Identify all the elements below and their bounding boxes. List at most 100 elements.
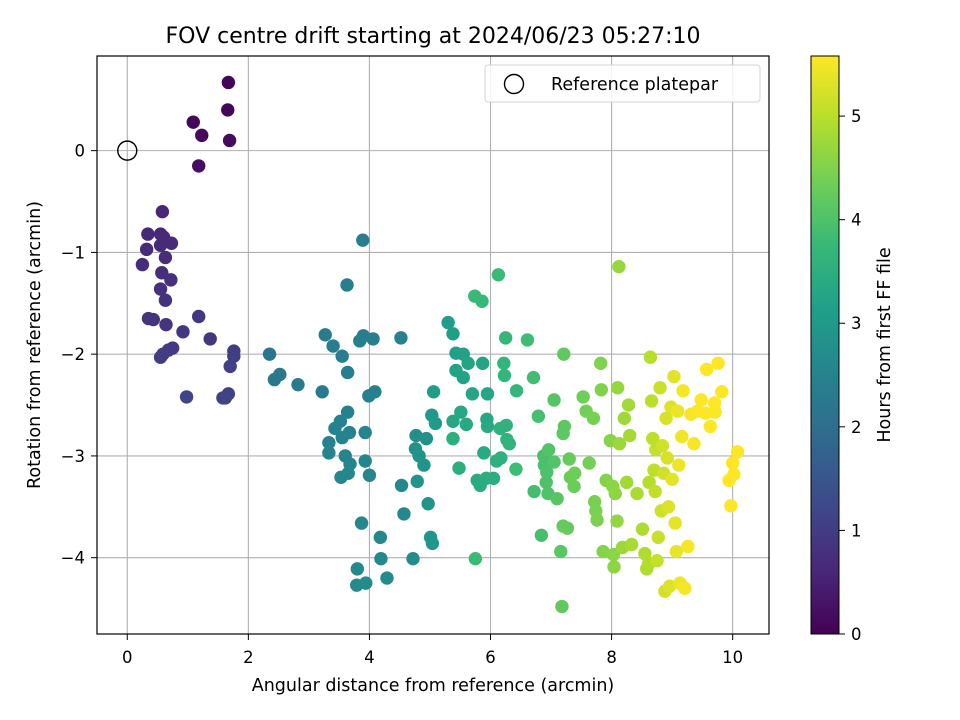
scatter-point [486,471,501,486]
scatter-point [651,530,665,545]
colorbar-tick-label: 2 [851,418,862,437]
scatter-point [354,516,369,530]
scatter-point [502,437,516,451]
scatter-point [730,445,745,459]
scatter-point [541,443,556,457]
scatter-point [699,362,714,377]
scatter-point [698,406,713,420]
x-tick-label: 2 [243,648,254,667]
scatter-point [262,347,277,361]
scatter-point [547,455,561,469]
scatter-point [724,499,738,513]
scatter-point [221,103,235,117]
scatter-point [417,458,431,472]
scatter-point [322,446,336,460]
scatter-point [624,537,639,552]
scatter-point [491,268,506,282]
scatter-point [203,332,217,346]
scatter-point [153,350,168,364]
scatter-point [406,551,420,566]
scatter-point [610,514,624,528]
scatter-point [358,425,372,440]
scatter-point [638,546,652,561]
scatter-point [158,250,173,265]
scatter-point [425,536,440,551]
scatter-point [477,446,491,460]
scatter-point [221,75,236,90]
scatter-point [475,356,490,371]
scatter-point [340,365,355,380]
scatter-point [153,238,168,252]
scatter-point [653,381,667,395]
scatter-point [554,544,568,559]
scatter-point [421,497,435,511]
scatter-point [678,581,692,595]
scatter-point [368,385,382,399]
scatter-point [153,282,168,296]
x-tick-label: 0 [122,648,133,667]
scatter-point [494,451,508,465]
scatter-point [446,327,460,341]
scatter-point [708,405,722,419]
y-tick-label: 0 [75,142,86,161]
scatter-point [612,259,626,274]
scatter-point [465,387,480,401]
scatter-point [590,513,604,527]
scatter-point [593,356,608,371]
scatter-point [655,439,670,453]
scatter-point [567,479,581,494]
scatter-point [509,462,523,476]
scatter-point [179,390,194,404]
y-tick-label: −3 [61,447,85,466]
scatter-point [394,478,409,493]
scatter-point [497,356,511,371]
scatter-point [141,227,155,241]
scatter-point [687,437,701,451]
scatter-point [426,385,441,399]
scatter-point [630,486,644,501]
scatter-point [350,562,365,576]
scatter-point [155,204,170,219]
scatter-point [155,266,169,280]
colorbar-ticks: 0 1 2 3 4 5 [839,107,862,644]
scatter-point [672,458,686,472]
scatter-point [643,350,658,364]
x-axis-ticks: 0 2 4 6 8 10 [122,634,743,667]
scatter-point [468,289,482,303]
scatter-point [648,484,662,499]
scatter-point [497,368,512,383]
scatter-point [410,474,424,489]
scatter-point [534,528,549,542]
scatter-point [158,293,173,307]
y-axis-ticks: −4 −3 −2 −1 0 [61,142,97,568]
scatter-point [195,128,209,143]
scatter-point [620,475,634,490]
scatter-point [668,516,682,530]
scatter-point [356,233,370,247]
x-tick-label: 10 [722,648,743,667]
scatter-point [539,475,553,490]
scatter-point [394,331,408,345]
scatter-point [164,273,178,287]
scatter-point [526,370,541,385]
scatter-point [340,405,355,419]
scatter-point [358,454,372,468]
scatter-point [540,465,554,479]
scatter-point [562,452,576,466]
scatter-point [635,522,650,536]
scatter-point [428,416,443,431]
scatter-point [334,470,348,484]
scatter-point [353,334,367,348]
scatter-point [681,539,695,554]
scatter-point [419,431,434,446]
scatter-point [644,394,659,408]
scatter-point [223,359,237,374]
scatter-point [456,370,470,385]
scatter-point [135,257,150,272]
scatter-point [667,369,681,384]
colorbar [810,55,840,635]
scatter-point [665,472,679,487]
colorbar-tick-label: 4 [851,211,862,230]
scatter-point [227,349,241,363]
scatter-point [409,428,423,443]
